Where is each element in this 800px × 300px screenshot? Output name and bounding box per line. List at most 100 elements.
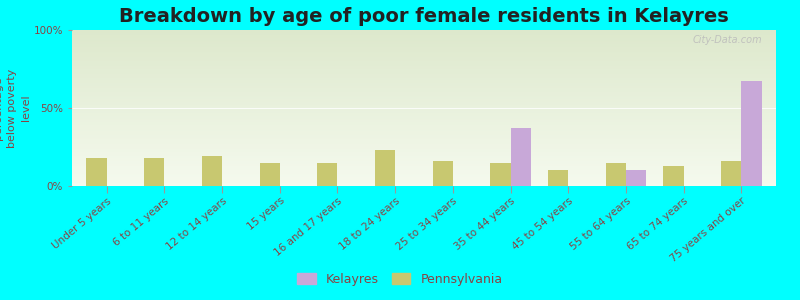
Bar	[72, 50, 776, 52]
Bar	[72, 53, 776, 55]
Bar	[72, 82, 776, 83]
Bar	[72, 94, 776, 95]
Bar	[72, 33, 776, 35]
Bar	[72, 117, 776, 119]
Bar	[259, 163, 280, 186]
Bar	[72, 139, 776, 141]
Bar	[490, 163, 510, 186]
Bar	[72, 92, 776, 94]
Bar	[72, 43, 776, 44]
Bar	[72, 99, 776, 100]
Bar	[663, 166, 684, 186]
Bar	[72, 169, 776, 170]
Bar	[72, 64, 776, 66]
Bar	[72, 68, 776, 69]
Bar	[72, 125, 776, 127]
Bar	[626, 170, 646, 186]
Bar	[72, 38, 776, 39]
Bar	[72, 130, 776, 131]
Bar	[72, 161, 776, 163]
Bar	[72, 178, 776, 180]
Bar	[72, 108, 776, 110]
Bar	[72, 105, 776, 106]
Bar	[72, 163, 776, 164]
Bar	[72, 85, 776, 86]
Y-axis label: percentage
below poverty
level: percentage below poverty level	[0, 68, 30, 148]
Bar	[72, 88, 776, 89]
Title: Breakdown by age of poor female residents in Kelayres: Breakdown by age of poor female resident…	[119, 7, 729, 26]
Bar	[72, 36, 776, 38]
Bar	[72, 121, 776, 122]
Bar	[72, 138, 776, 139]
Bar	[72, 61, 776, 63]
Bar	[72, 100, 776, 102]
Bar	[72, 127, 776, 128]
Bar	[72, 146, 776, 147]
Bar	[72, 77, 776, 78]
Text: City-Data.com: City-Data.com	[692, 35, 762, 45]
Bar	[72, 66, 776, 68]
Bar	[72, 46, 776, 47]
Bar	[72, 47, 776, 49]
Bar	[72, 60, 776, 61]
Bar	[72, 78, 776, 80]
Legend: Kelayres, Pennsylvania: Kelayres, Pennsylvania	[293, 268, 507, 291]
Bar	[72, 75, 776, 77]
Bar	[72, 170, 776, 172]
Bar	[72, 173, 776, 175]
Bar	[318, 163, 338, 186]
Bar	[72, 89, 776, 91]
Bar	[72, 44, 776, 46]
Bar	[72, 74, 776, 75]
Bar	[72, 152, 776, 153]
Bar	[72, 30, 776, 31]
Bar	[72, 177, 776, 178]
Bar	[72, 144, 776, 146]
Bar	[72, 184, 776, 186]
Bar	[72, 111, 776, 113]
Bar	[72, 35, 776, 36]
Bar	[72, 102, 776, 103]
Bar	[606, 163, 626, 186]
Bar	[72, 97, 776, 99]
Bar	[72, 155, 776, 156]
Bar	[742, 82, 762, 186]
Bar	[72, 95, 776, 97]
Bar	[72, 70, 776, 72]
Bar	[72, 122, 776, 124]
Bar	[72, 136, 776, 138]
Bar	[72, 180, 776, 181]
Bar	[144, 158, 164, 186]
Bar	[72, 41, 776, 43]
Bar	[72, 80, 776, 82]
Bar	[72, 86, 776, 88]
Bar	[72, 172, 776, 173]
Bar	[72, 181, 776, 183]
Bar	[72, 142, 776, 144]
Bar	[72, 32, 776, 33]
Bar	[72, 58, 776, 60]
Bar	[72, 147, 776, 148]
Bar	[72, 124, 776, 125]
Bar	[72, 106, 776, 108]
Bar	[433, 161, 453, 186]
Bar	[72, 175, 776, 177]
Bar	[72, 91, 776, 92]
Bar	[375, 150, 395, 186]
Bar	[72, 83, 776, 85]
Bar	[510, 128, 530, 186]
Bar	[72, 63, 776, 64]
Bar	[72, 167, 776, 169]
Bar	[72, 56, 776, 58]
Bar	[548, 170, 568, 186]
Bar	[72, 119, 776, 121]
Bar	[72, 69, 776, 70]
Bar	[72, 116, 776, 117]
Bar	[72, 113, 776, 114]
Bar	[72, 183, 776, 184]
Bar	[72, 114, 776, 116]
Bar	[72, 153, 776, 155]
Bar	[72, 49, 776, 50]
Bar	[72, 164, 776, 166]
Bar	[72, 103, 776, 105]
